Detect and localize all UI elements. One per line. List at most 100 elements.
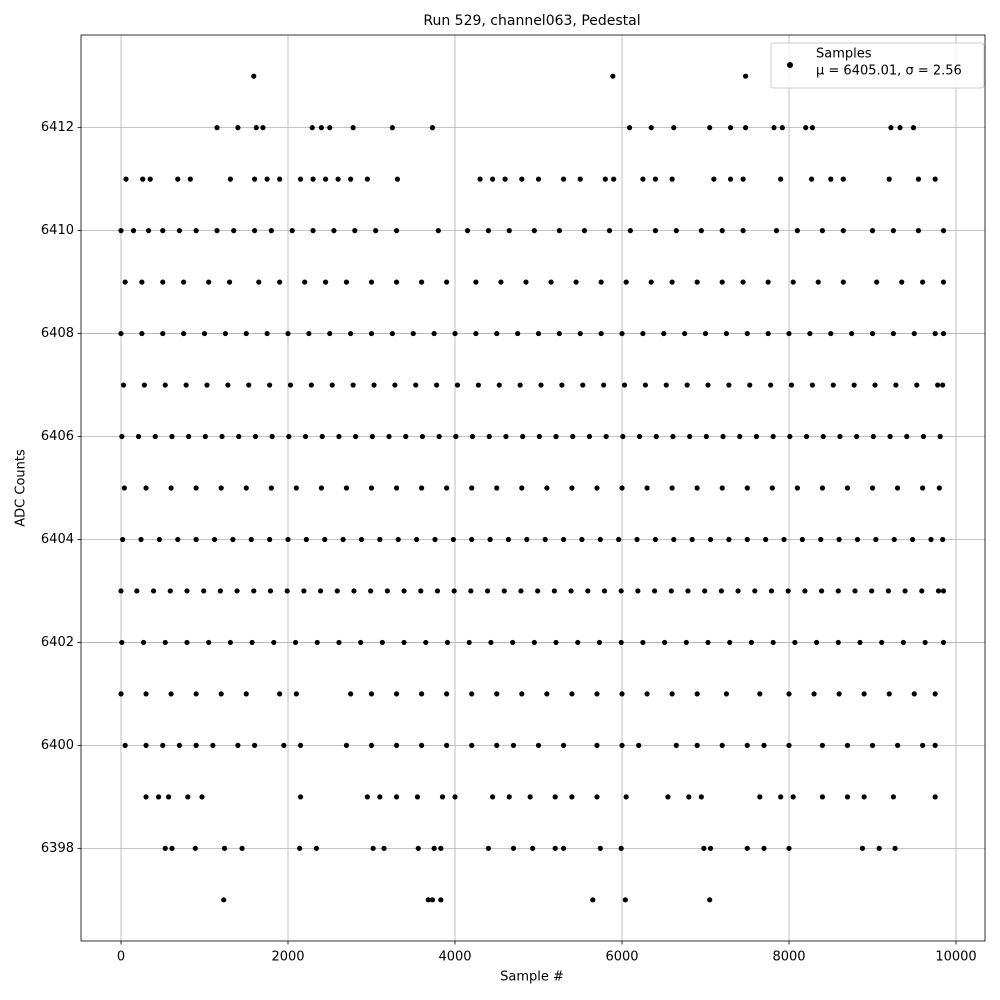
data-point: [673, 742, 679, 748]
data-point: [444, 485, 450, 491]
data-point: [268, 228, 274, 234]
data-point: [794, 228, 800, 234]
data-point: [139, 330, 145, 337]
data-point: [118, 330, 124, 337]
data-point: [285, 330, 291, 337]
data-point: [536, 433, 542, 440]
data-point: [358, 536, 365, 543]
data-point: [698, 794, 704, 800]
data-point: [122, 279, 128, 285]
data-point: [932, 691, 938, 697]
data-point: [162, 382, 168, 388]
data-point: [175, 176, 181, 182]
data-point: [635, 588, 641, 594]
data-point: [556, 330, 562, 337]
data-point: [343, 279, 350, 285]
data-point: [711, 176, 717, 182]
data-point: [879, 639, 885, 646]
data-point: [176, 742, 183, 748]
data-point: [496, 382, 502, 388]
data-point: [410, 330, 416, 337]
data-point: [419, 485, 425, 491]
data-point: [219, 433, 225, 440]
data-point: [669, 485, 675, 491]
data-point: [694, 691, 700, 697]
data-point: [794, 485, 800, 491]
data-point: [940, 382, 946, 388]
data-point: [401, 588, 407, 594]
data-point: [425, 897, 431, 903]
data-point: [429, 125, 436, 131]
data-point: [932, 794, 938, 800]
data-point: [809, 125, 815, 131]
data-point: [619, 330, 625, 337]
data-point: [596, 639, 603, 646]
data-point: [737, 433, 743, 440]
data-point: [186, 433, 192, 440]
data-point: [487, 536, 493, 543]
data-point: [535, 588, 541, 594]
data-point: [201, 588, 207, 594]
data-point: [494, 330, 500, 337]
data-point: [187, 176, 193, 182]
data-point: [145, 228, 152, 234]
data-point: [665, 794, 671, 800]
data-point: [897, 125, 903, 131]
data-point: [890, 794, 896, 800]
data-point: [217, 588, 223, 594]
y-tick-label: 6402: [41, 635, 74, 650]
data-point: [548, 279, 554, 285]
data-point: [484, 588, 491, 594]
data-point: [757, 794, 763, 800]
data-point: [251, 73, 257, 79]
data-point: [143, 794, 149, 800]
data-point: [569, 691, 575, 697]
data-point: [619, 691, 625, 697]
x-tick-label: 0: [117, 950, 125, 965]
data-point: [535, 742, 542, 748]
data-point: [786, 742, 792, 748]
data-point: [401, 639, 407, 646]
data-point: [568, 588, 574, 594]
y-axis-label: ADC Counts: [14, 449, 29, 527]
data-point: [727, 176, 734, 182]
data-point: [329, 382, 335, 388]
data-point: [469, 433, 476, 440]
data-point: [364, 176, 370, 182]
data-point: [277, 279, 283, 285]
data-point: [392, 382, 398, 388]
data-point: [168, 691, 174, 697]
data-point: [740, 279, 746, 285]
data-point: [322, 176, 329, 182]
data-point: [155, 794, 162, 800]
x-tick-label: 2000: [271, 950, 304, 965]
data-point: [120, 382, 127, 388]
data-point: [940, 588, 947, 594]
data-point: [473, 330, 479, 337]
data-point: [836, 691, 842, 697]
data-point: [560, 845, 567, 851]
data-point: [623, 279, 629, 285]
data-point: [519, 691, 525, 697]
data-point: [869, 742, 876, 748]
data-point: [920, 433, 927, 440]
data-point: [768, 382, 774, 388]
data-point: [268, 485, 274, 491]
x-tick-label: 6000: [605, 950, 638, 965]
data-point: [642, 382, 648, 388]
data-point: [235, 125, 241, 131]
data-point: [515, 330, 521, 337]
data-point: [701, 845, 707, 851]
data-point: [264, 176, 270, 182]
data-point: [761, 742, 767, 748]
data-point: [160, 330, 166, 337]
data-point: [807, 330, 813, 337]
data-point: [779, 125, 785, 131]
data-point: [886, 691, 892, 697]
data-point: [393, 691, 400, 697]
data-point: [813, 639, 820, 646]
y-tick-label: 6406: [41, 429, 74, 444]
data-point: [494, 691, 500, 697]
data-point: [389, 125, 395, 131]
